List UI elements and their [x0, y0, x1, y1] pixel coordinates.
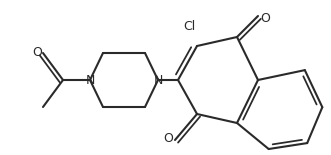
- Text: O: O: [163, 131, 173, 144]
- Text: O: O: [32, 46, 42, 60]
- Text: N: N: [85, 73, 95, 86]
- Text: O: O: [260, 11, 270, 24]
- Text: Cl: Cl: [183, 20, 195, 33]
- Text: N: N: [153, 73, 163, 86]
